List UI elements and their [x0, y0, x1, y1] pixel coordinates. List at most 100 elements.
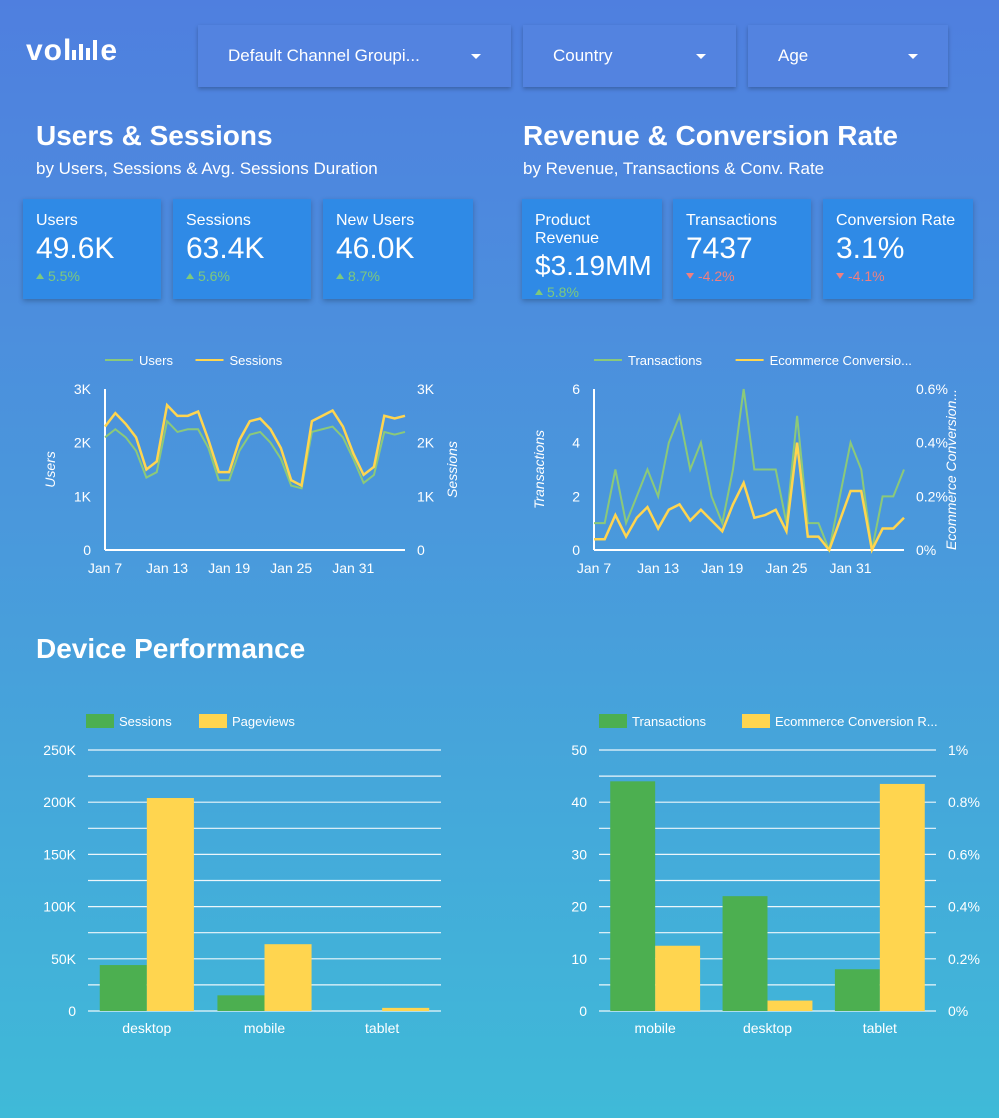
y-tick-left: 50K	[51, 951, 77, 967]
kpi-card-product-revenue: Product Revenue $3.19MM 5.8%	[522, 199, 662, 300]
y-tick-left: 100K	[43, 899, 76, 915]
kpi-card-sessions: Sessions 63.4K 5.6%	[173, 199, 311, 299]
y-tick-right: 0.4%	[948, 899, 980, 915]
y-tick-right: 0%	[948, 1003, 968, 1019]
legend-label-0: Users	[139, 353, 173, 368]
bar-series-0	[99, 965, 147, 1011]
arrow-down-icon	[686, 273, 694, 279]
kpi-label: Conversion Rate	[836, 212, 956, 229]
x-tick: Jan 13	[637, 560, 679, 576]
kpi-delta: 5.6%	[186, 268, 298, 284]
kpi-delta: 5.5%	[36, 268, 148, 284]
x-tick: tablet	[863, 1020, 897, 1036]
y-tick-left: 20	[571, 899, 587, 915]
revenue-title: Revenue & Conversion Rate	[523, 120, 898, 151]
x-tick: Jan 19	[208, 560, 250, 576]
arrow-up-icon	[186, 273, 194, 279]
kpi-delta-value: 5.5%	[48, 268, 80, 284]
y-tick-right: 0.2%	[916, 488, 948, 504]
y-tick-left: 0	[579, 1003, 587, 1019]
x-tick: Jan 7	[88, 560, 122, 576]
legend-label-0: Transactions	[628, 353, 702, 368]
arrow-up-icon	[535, 289, 543, 295]
caret-down-icon	[908, 53, 918, 59]
caret-down-icon	[696, 53, 706, 59]
y-tick-left: 3K	[74, 381, 92, 397]
kpi-label: Product Revenue	[535, 212, 600, 247]
device-transactions-conversion-bar-chart: Transactions Ecommerce Conversion R... 0 10…	[571, 714, 980, 1036]
bar-series-1	[264, 944, 312, 1011]
transactions-conversion-line-chart: Transactions Ecommerce Conversio... 0 2 4 6 0%…	[531, 353, 959, 576]
y-tick-right: 0.6%	[916, 381, 948, 397]
y-axis-label-right: Sessions	[444, 441, 460, 498]
bar-series-0	[722, 896, 768, 1011]
x-tick: desktop	[122, 1020, 171, 1036]
series-line-1	[594, 442, 905, 554]
y-tick-right: 0.8%	[948, 794, 980, 810]
y-tick-left: 6	[572, 381, 580, 397]
kpi-delta: -4.1%	[836, 268, 960, 284]
y-tick-left: 40	[571, 794, 587, 810]
kpi-delta-value: -4.1%	[848, 268, 885, 284]
bar-series-1	[382, 1007, 430, 1011]
y-tick-left: 50	[571, 742, 587, 758]
y-tick-left: 2	[572, 488, 580, 504]
bar-series-1	[655, 945, 701, 1011]
legend-label-1: Ecommerce Conversion R...	[775, 714, 938, 729]
bar-series-1	[146, 798, 194, 1011]
kpi-delta-value: 5.8%	[547, 284, 579, 300]
y-tick-right: 1%	[948, 742, 968, 758]
kpi-value: 3.1%	[836, 232, 905, 265]
bar-series-0	[217, 995, 265, 1011]
dropdown-label: Default Channel Groupi...	[228, 46, 420, 65]
kpi-delta-value: 8.7%	[348, 268, 380, 284]
y-tick-left: 0	[68, 1003, 76, 1019]
logo-bars-icon	[72, 34, 100, 68]
kpi-label: Transactions	[686, 212, 777, 229]
arrow-up-icon	[36, 273, 44, 279]
kpi-value: 46.0K	[336, 232, 415, 265]
x-tick: desktop	[743, 1020, 792, 1036]
x-tick: Jan 7	[577, 560, 611, 576]
kpi-delta: 5.8%	[535, 284, 649, 300]
y-tick-left: 200K	[43, 794, 76, 810]
age-dropdown[interactable]: Age	[748, 25, 948, 87]
y-tick-left: 150K	[43, 846, 76, 862]
logo-text: vol	[26, 34, 73, 67]
kpi-label: Sessions	[186, 212, 251, 229]
y-axis-label-left: Transactions	[531, 430, 547, 509]
y-tick-left: 250K	[43, 742, 76, 758]
kpi-delta: 8.7%	[336, 268, 460, 284]
kpi-label: Users	[36, 212, 78, 229]
kpi-value: $3.19MM	[535, 250, 652, 281]
kpi-delta-value: 5.6%	[198, 268, 230, 284]
caret-down-icon	[471, 53, 481, 59]
kpi-card-new-users: New Users 46.0K 8.7%	[323, 199, 473, 299]
y-tick-right: 0%	[916, 542, 936, 558]
volume-logo: vol e	[26, 34, 118, 68]
x-tick: mobile	[244, 1020, 285, 1036]
y-tick-right: 1K	[417, 488, 435, 504]
x-tick: Jan 25	[270, 560, 312, 576]
y-axis-label-right: Ecommerce Conversion...	[943, 389, 959, 550]
revenue-subtitle: by Revenue, Transactions & Conv. Rate	[523, 159, 825, 178]
x-tick: Jan 31	[332, 560, 374, 576]
kpi-value: 7437	[686, 232, 753, 265]
country-dropdown[interactable]: Country	[523, 25, 736, 87]
bar-series-0	[834, 969, 880, 1011]
legend-label-0: Sessions	[119, 714, 172, 729]
y-tick-right: 2K	[417, 435, 435, 451]
channel-grouping-dropdown[interactable]: Default Channel Groupi...	[198, 25, 511, 87]
dropdown-label: Age	[778, 46, 809, 65]
y-tick-left: 1K	[74, 488, 92, 504]
x-tick: mobile	[635, 1020, 676, 1036]
y-tick-left: 30	[571, 846, 587, 862]
y-tick-left: 0	[572, 542, 580, 558]
kpi-card-users: Users 49.6K 5.5%	[23, 199, 161, 299]
kpi-card-conversion-rate: Conversion Rate 3.1% -4.1%	[823, 199, 973, 299]
y-tick-right: 3K	[417, 381, 435, 397]
legend-label-0: Transactions	[632, 714, 706, 729]
x-tick: Jan 13	[146, 560, 188, 576]
y-tick-right: 0	[417, 542, 425, 558]
legend-label-1: Ecommerce Conversio...	[770, 353, 912, 368]
